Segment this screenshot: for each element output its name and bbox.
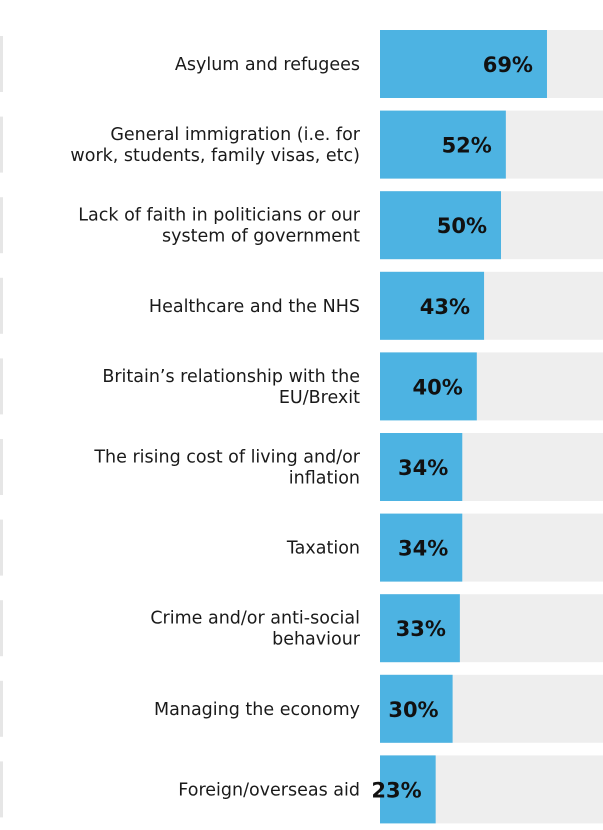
category-label-line: EU/Brexit bbox=[279, 388, 360, 408]
bar-row: 30% Managing the economy bbox=[0, 674, 603, 743]
row-accent bbox=[0, 761, 3, 818]
row-accent bbox=[0, 519, 3, 576]
value-label: 52% bbox=[442, 134, 492, 158]
category-label-line: Taxation bbox=[286, 539, 360, 559]
row-accent bbox=[0, 116, 3, 173]
category-label-line: behaviour bbox=[272, 630, 361, 650]
bar bbox=[380, 755, 436, 824]
category-label: Lack of faith in politicians or our syste… bbox=[78, 206, 361, 247]
row-accent bbox=[0, 680, 3, 737]
value-label: 34% bbox=[398, 456, 448, 480]
bar bbox=[380, 30, 547, 98]
bar bbox=[380, 271, 485, 340]
chart-rows: 69% Asylum and refugees 52% General immigra… bbox=[0, 30, 603, 824]
category-label-line: Healthcare and the NHS bbox=[149, 297, 360, 317]
category-label-line: General immigration (i.e. for bbox=[110, 125, 360, 145]
bar bbox=[380, 433, 463, 501]
bar bbox=[380, 594, 460, 663]
bar-row: 52% General immigration (i.e. for work, st… bbox=[0, 110, 603, 179]
value-label: 40% bbox=[413, 375, 463, 399]
row-accent bbox=[0, 439, 3, 495]
bar-row: 33% Crime and/or anti-social behaviour bbox=[0, 594, 603, 663]
bar bbox=[380, 110, 506, 179]
category-label: Crime and/or anti-social behaviour bbox=[150, 609, 360, 650]
category-label: General immigration (i.e. for work, stude… bbox=[70, 125, 360, 166]
value-label: 33% bbox=[396, 617, 446, 641]
category-label-line: Asylum and refugees bbox=[175, 55, 360, 75]
row-accent bbox=[0, 277, 3, 334]
category-label-line: The rising cost of living and/or bbox=[93, 448, 360, 468]
category-label: Taxation bbox=[286, 539, 360, 559]
bar-row: 34% The rising cost of living and/or infla… bbox=[0, 433, 603, 501]
value-label: 50% bbox=[437, 214, 487, 238]
bar-row: 50% Lack of faith in politicians or our sy… bbox=[0, 191, 603, 260]
bar-row: 69% Asylum and refugees bbox=[0, 30, 603, 98]
value-label: 34% bbox=[398, 537, 448, 561]
value-label: 30% bbox=[388, 698, 438, 722]
category-label-line: Crime and/or anti-social bbox=[150, 609, 360, 629]
category-label: Britain’s relationship with the EU/Brexit bbox=[102, 367, 360, 408]
row-accent bbox=[0, 36, 3, 92]
category-label: Foreign/overseas aid bbox=[178, 780, 360, 800]
row-accent bbox=[0, 197, 3, 254]
bar bbox=[380, 513, 463, 582]
value-label: 23% bbox=[371, 778, 421, 802]
category-label: Asylum and refugees bbox=[175, 55, 360, 75]
category-label-line: inflation bbox=[289, 469, 360, 489]
category-label-line: Foreign/overseas aid bbox=[178, 780, 360, 800]
value-label: 43% bbox=[420, 295, 470, 319]
category-label-line: Managing the economy bbox=[154, 700, 360, 720]
bar-row: 43% Healthcare and the NHS bbox=[0, 271, 603, 340]
bar-row: 34% Taxation bbox=[0, 513, 603, 582]
bar bbox=[380, 352, 477, 421]
bar bbox=[380, 191, 501, 260]
category-label: Healthcare and the NHS bbox=[149, 297, 360, 317]
category-label: Managing the economy bbox=[154, 700, 360, 720]
row-accent bbox=[0, 600, 3, 657]
category-label-line: Britain’s relationship with the bbox=[102, 367, 360, 387]
bar-row: 23% Foreign/overseas aid bbox=[0, 755, 603, 824]
bar-row: 40% Britain’s relationship with the EU/Bre… bbox=[0, 352, 603, 421]
category-label: The rising cost of living and/or inflatio… bbox=[93, 448, 360, 489]
row-accent bbox=[0, 358, 3, 415]
bar bbox=[380, 674, 453, 743]
value-label: 69% bbox=[483, 53, 533, 77]
category-label-line: work, students, family visas, etc) bbox=[70, 146, 360, 166]
category-label-line: system of government bbox=[162, 227, 360, 247]
category-label-line: Lack of faith in politicians or our bbox=[78, 206, 361, 226]
